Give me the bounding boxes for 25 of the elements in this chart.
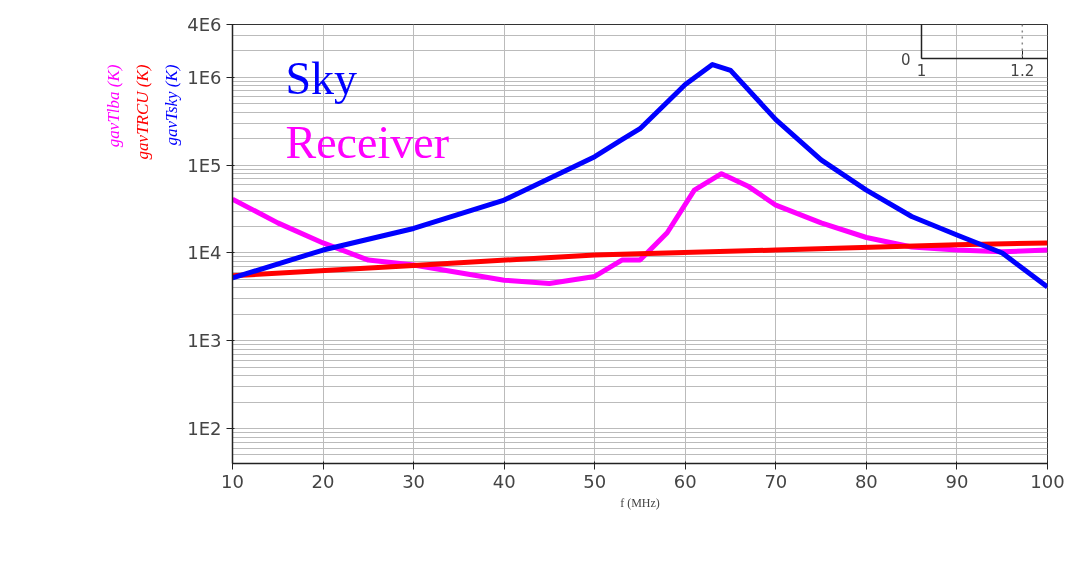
y-tick-label: 1E6	[187, 66, 222, 88]
y-tick-label: 1E2	[187, 418, 222, 440]
x-axis-title: f (MHz)	[620, 495, 660, 510]
annotation: 1	[916, 61, 927, 80]
x-tick-label: 10	[221, 470, 244, 492]
x-tick-label: 30	[402, 470, 426, 492]
y-tick-label: 1E5	[187, 154, 222, 176]
y-tick-label: 4E6	[187, 14, 222, 35]
x-tick-label: 100	[1030, 470, 1065, 492]
text: gavTRCU (K)	[132, 64, 152, 160]
x-tick-label: 90	[945, 470, 969, 492]
text: Sky	[285, 53, 358, 104]
x-tick-label: 70	[764, 470, 788, 492]
x-tick-label: 20	[311, 470, 335, 492]
series-label: Receiver	[285, 117, 449, 168]
y-tick-label: 1E4	[187, 242, 222, 264]
x-tick-label: 40	[492, 470, 516, 492]
y-tick-label: 1E3	[187, 330, 222, 352]
annotation: 1.2	[1010, 61, 1035, 80]
annotation: 0	[900, 50, 911, 69]
x-tick-label: 60	[673, 470, 697, 492]
text: gavTsky (K)	[161, 64, 181, 146]
x-tick-label: 80	[854, 470, 878, 492]
text: gavTlba (K)	[103, 64, 123, 148]
x-tick-label: 50	[583, 470, 607, 492]
